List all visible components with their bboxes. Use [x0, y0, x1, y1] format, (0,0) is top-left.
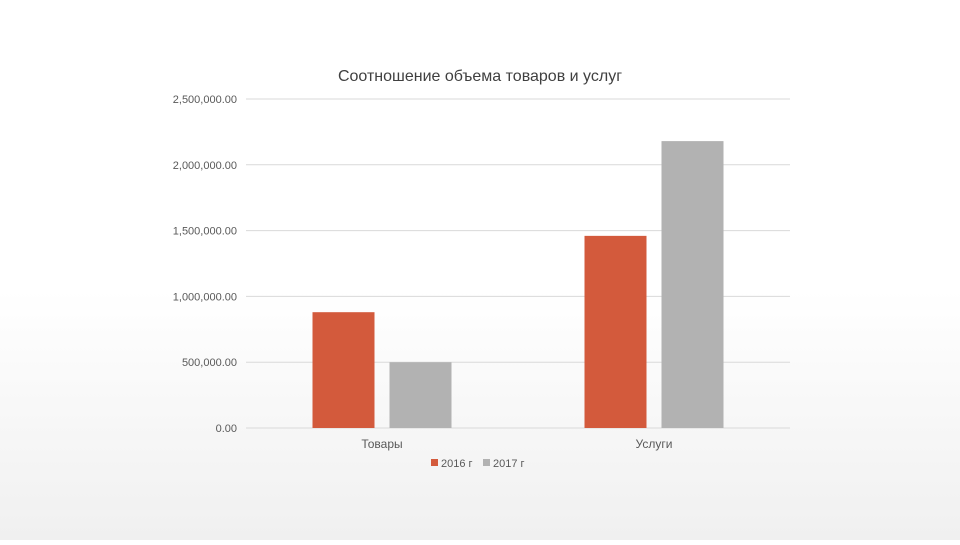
y-tick-label: 0.00 [216, 423, 237, 435]
legend: 2016 г 2017 г [431, 458, 525, 470]
x-tick-label: Товары [361, 437, 402, 451]
bar-2-1 [389, 362, 452, 428]
y-axis-ticks: 0.00 500,000.00 1,000,000.00 1,500,000.00 2,… [173, 94, 237, 435]
y-tick-label: 2,000,000.00 [173, 160, 237, 172]
legend-label: 2017 г [493, 458, 525, 470]
y-tick-label: 2,500,000.00 [173, 94, 237, 106]
x-tick-label: Услуги [636, 437, 673, 451]
legend-label: 2016 г [441, 458, 473, 470]
bar-1-2 [584, 235, 647, 428]
legend-swatch [431, 459, 438, 466]
y-tick-label: 1,500,000.00 [173, 226, 237, 238]
y-tick-label: 500,000.00 [182, 357, 237, 369]
bars [312, 141, 724, 428]
bar-1-1 [312, 312, 375, 428]
y-tick-label: 1,000,000.00 [173, 291, 237, 303]
bar-2-2 [661, 141, 724, 428]
x-axis-ticks: Товары Услуги [361, 437, 672, 451]
legend-swatch [483, 459, 490, 466]
chart-title: Соотношение объема товаров и услуг [338, 68, 622, 85]
